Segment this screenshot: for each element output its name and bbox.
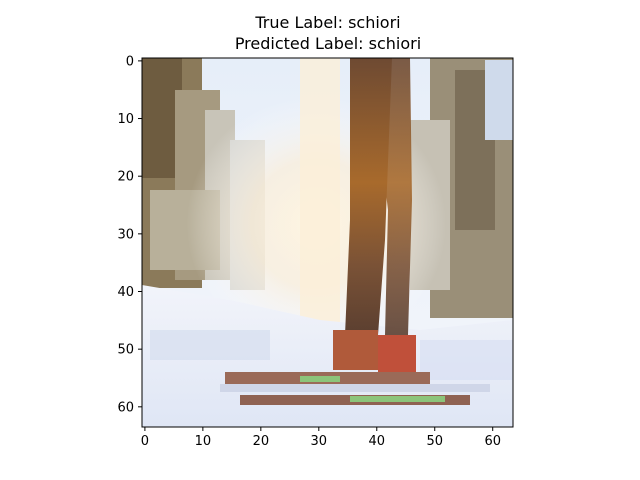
figure-title: True Label: schiori Predicted Label: sch… bbox=[0, 12, 640, 54]
y-tick-label: 40 bbox=[117, 285, 134, 300]
x-axis: 0 10 20 30 40 50 60 bbox=[141, 427, 501, 449]
x-tick-label: 30 bbox=[311, 434, 328, 449]
y-tick-label: 60 bbox=[117, 400, 134, 415]
x-tick-label: 0 bbox=[141, 434, 149, 449]
y-tick-label: 30 bbox=[117, 227, 134, 242]
x-tick-label: 20 bbox=[253, 434, 270, 449]
y-tick-label: 10 bbox=[117, 112, 134, 127]
true-label-title: True Label: schiori bbox=[255, 13, 401, 32]
x-tick-label: 60 bbox=[484, 434, 501, 449]
y-tick-label: 50 bbox=[117, 343, 134, 358]
y-tick-label: 0 bbox=[126, 54, 134, 69]
classified-image bbox=[142, 58, 513, 427]
y-axis: 0 10 20 30 40 50 60 bbox=[117, 54, 142, 415]
x-tick-label: 50 bbox=[426, 434, 443, 449]
axes-frame bbox=[141, 57, 514, 428]
y-tick-label: 20 bbox=[117, 170, 134, 185]
x-tick-label: 40 bbox=[369, 434, 386, 449]
predicted-label-title: Predicted Label: schiori bbox=[234, 34, 422, 53]
x-tick-label: 10 bbox=[195, 434, 212, 449]
